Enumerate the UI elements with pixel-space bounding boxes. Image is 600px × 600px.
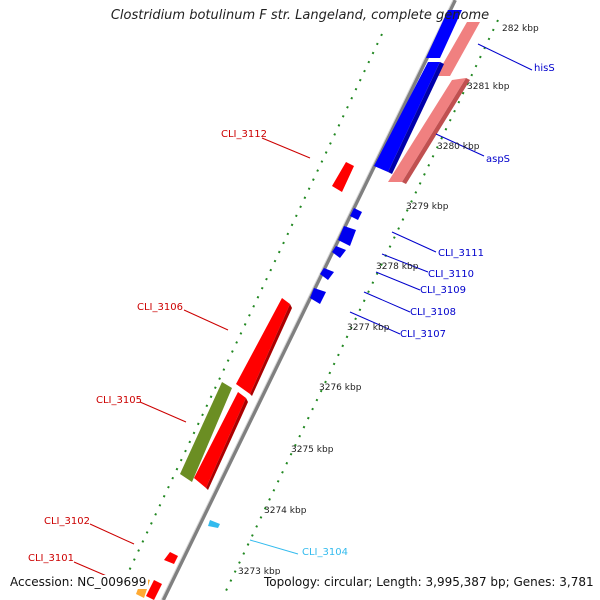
tick-label-1: 282 kbp	[502, 24, 539, 34]
tick-label-4: 3279 kbp	[406, 202, 449, 212]
gene-label-aspS: aspS	[486, 154, 510, 165]
leader-cli3104	[249, 539, 299, 555]
gene-label-hisS: hisS	[534, 63, 555, 74]
leader-cli3107	[349, 311, 401, 335]
gene-label-cli3112: CLI_3112	[221, 129, 267, 140]
genome-backbone	[161, 0, 457, 600]
gene-hisS-block	[426, 10, 462, 58]
gene-label-cli3101: CLI_3101	[28, 553, 74, 564]
gene-cli3101-block	[146, 580, 162, 600]
gene-label-cli3108: CLI_3108	[410, 307, 456, 318]
genome-summary-label: Topology: circular; Length: 3,995,387 bp…	[262, 575, 596, 589]
gene-cli3111-arrow	[350, 208, 362, 220]
leader-cli3106	[183, 309, 229, 331]
leader-cli3102	[89, 523, 135, 545]
leader-aspS	[435, 133, 485, 157]
tick-label-10: 3273 kbp	[238, 567, 281, 577]
tick-label-6: 3277 kbp	[347, 323, 390, 333]
gene-block-pink-lower	[388, 78, 466, 182]
leader-cli3108	[363, 291, 411, 313]
leader-cli3111	[391, 231, 437, 253]
gene-cli3106-shade	[250, 304, 292, 396]
gene-block-pink-upper	[436, 22, 480, 76]
inner-dotted-track	[223, 19, 499, 596]
gene-cli3105-block	[180, 382, 232, 482]
genome-backbone-highlight	[160, 0, 454, 600]
gene-red-lower-shade	[206, 398, 248, 490]
tick-label-7: 3276 kbp	[319, 383, 362, 393]
gene-label-cli3109: CLI_3109	[420, 285, 466, 296]
gene-label-cli3110: CLI_3110	[428, 269, 474, 280]
gene-aspS-block	[374, 62, 440, 172]
leader-cli3105	[139, 401, 187, 423]
tick-label-9: 3274 kbp	[264, 506, 307, 516]
gene-label-cli3102: CLI_3102	[44, 516, 90, 527]
gene-label-cli3107: CLI_3107	[400, 329, 446, 340]
leader-hisS	[477, 43, 533, 71]
gene-aspS-shade	[388, 62, 444, 174]
gene-block-pink-shade	[402, 78, 470, 184]
gene-cli3110-arrow	[338, 226, 356, 246]
gene-cli3107-arrow	[310, 288, 326, 304]
tick-label-3: 3280 kbp	[437, 142, 480, 152]
gene-cli3106-block	[236, 298, 290, 394]
gene-cli3104-arrow	[208, 520, 220, 528]
leader-cli3112	[261, 137, 311, 159]
gene-cli3112-block	[332, 162, 354, 192]
leader-cli3109	[375, 271, 421, 291]
genome-title: Clostridium botulinum F str. Langeland, …	[110, 8, 490, 23]
gene-cli3108-arrow	[320, 268, 334, 280]
leader-cli3110	[381, 253, 429, 273]
tick-label-5: 3278 kbp	[376, 262, 419, 272]
gene-cli3109-arrow	[332, 246, 346, 258]
gene-label-cli3106: CLI_3106	[137, 302, 183, 313]
tick-label-8: 3275 kbp	[291, 445, 334, 455]
gene-red-lower-block	[194, 392, 246, 488]
gene-label-cli3104: CLI_3104	[302, 547, 348, 558]
gene-cli3102-block	[164, 552, 178, 564]
accession-label: Accession: NC_009699	[8, 575, 149, 589]
tick-label-2: 3281 kbp	[467, 82, 510, 92]
gene-label-cli3105: CLI_3105	[96, 395, 142, 406]
gene-label-cli3111: CLI_3111	[438, 248, 484, 259]
